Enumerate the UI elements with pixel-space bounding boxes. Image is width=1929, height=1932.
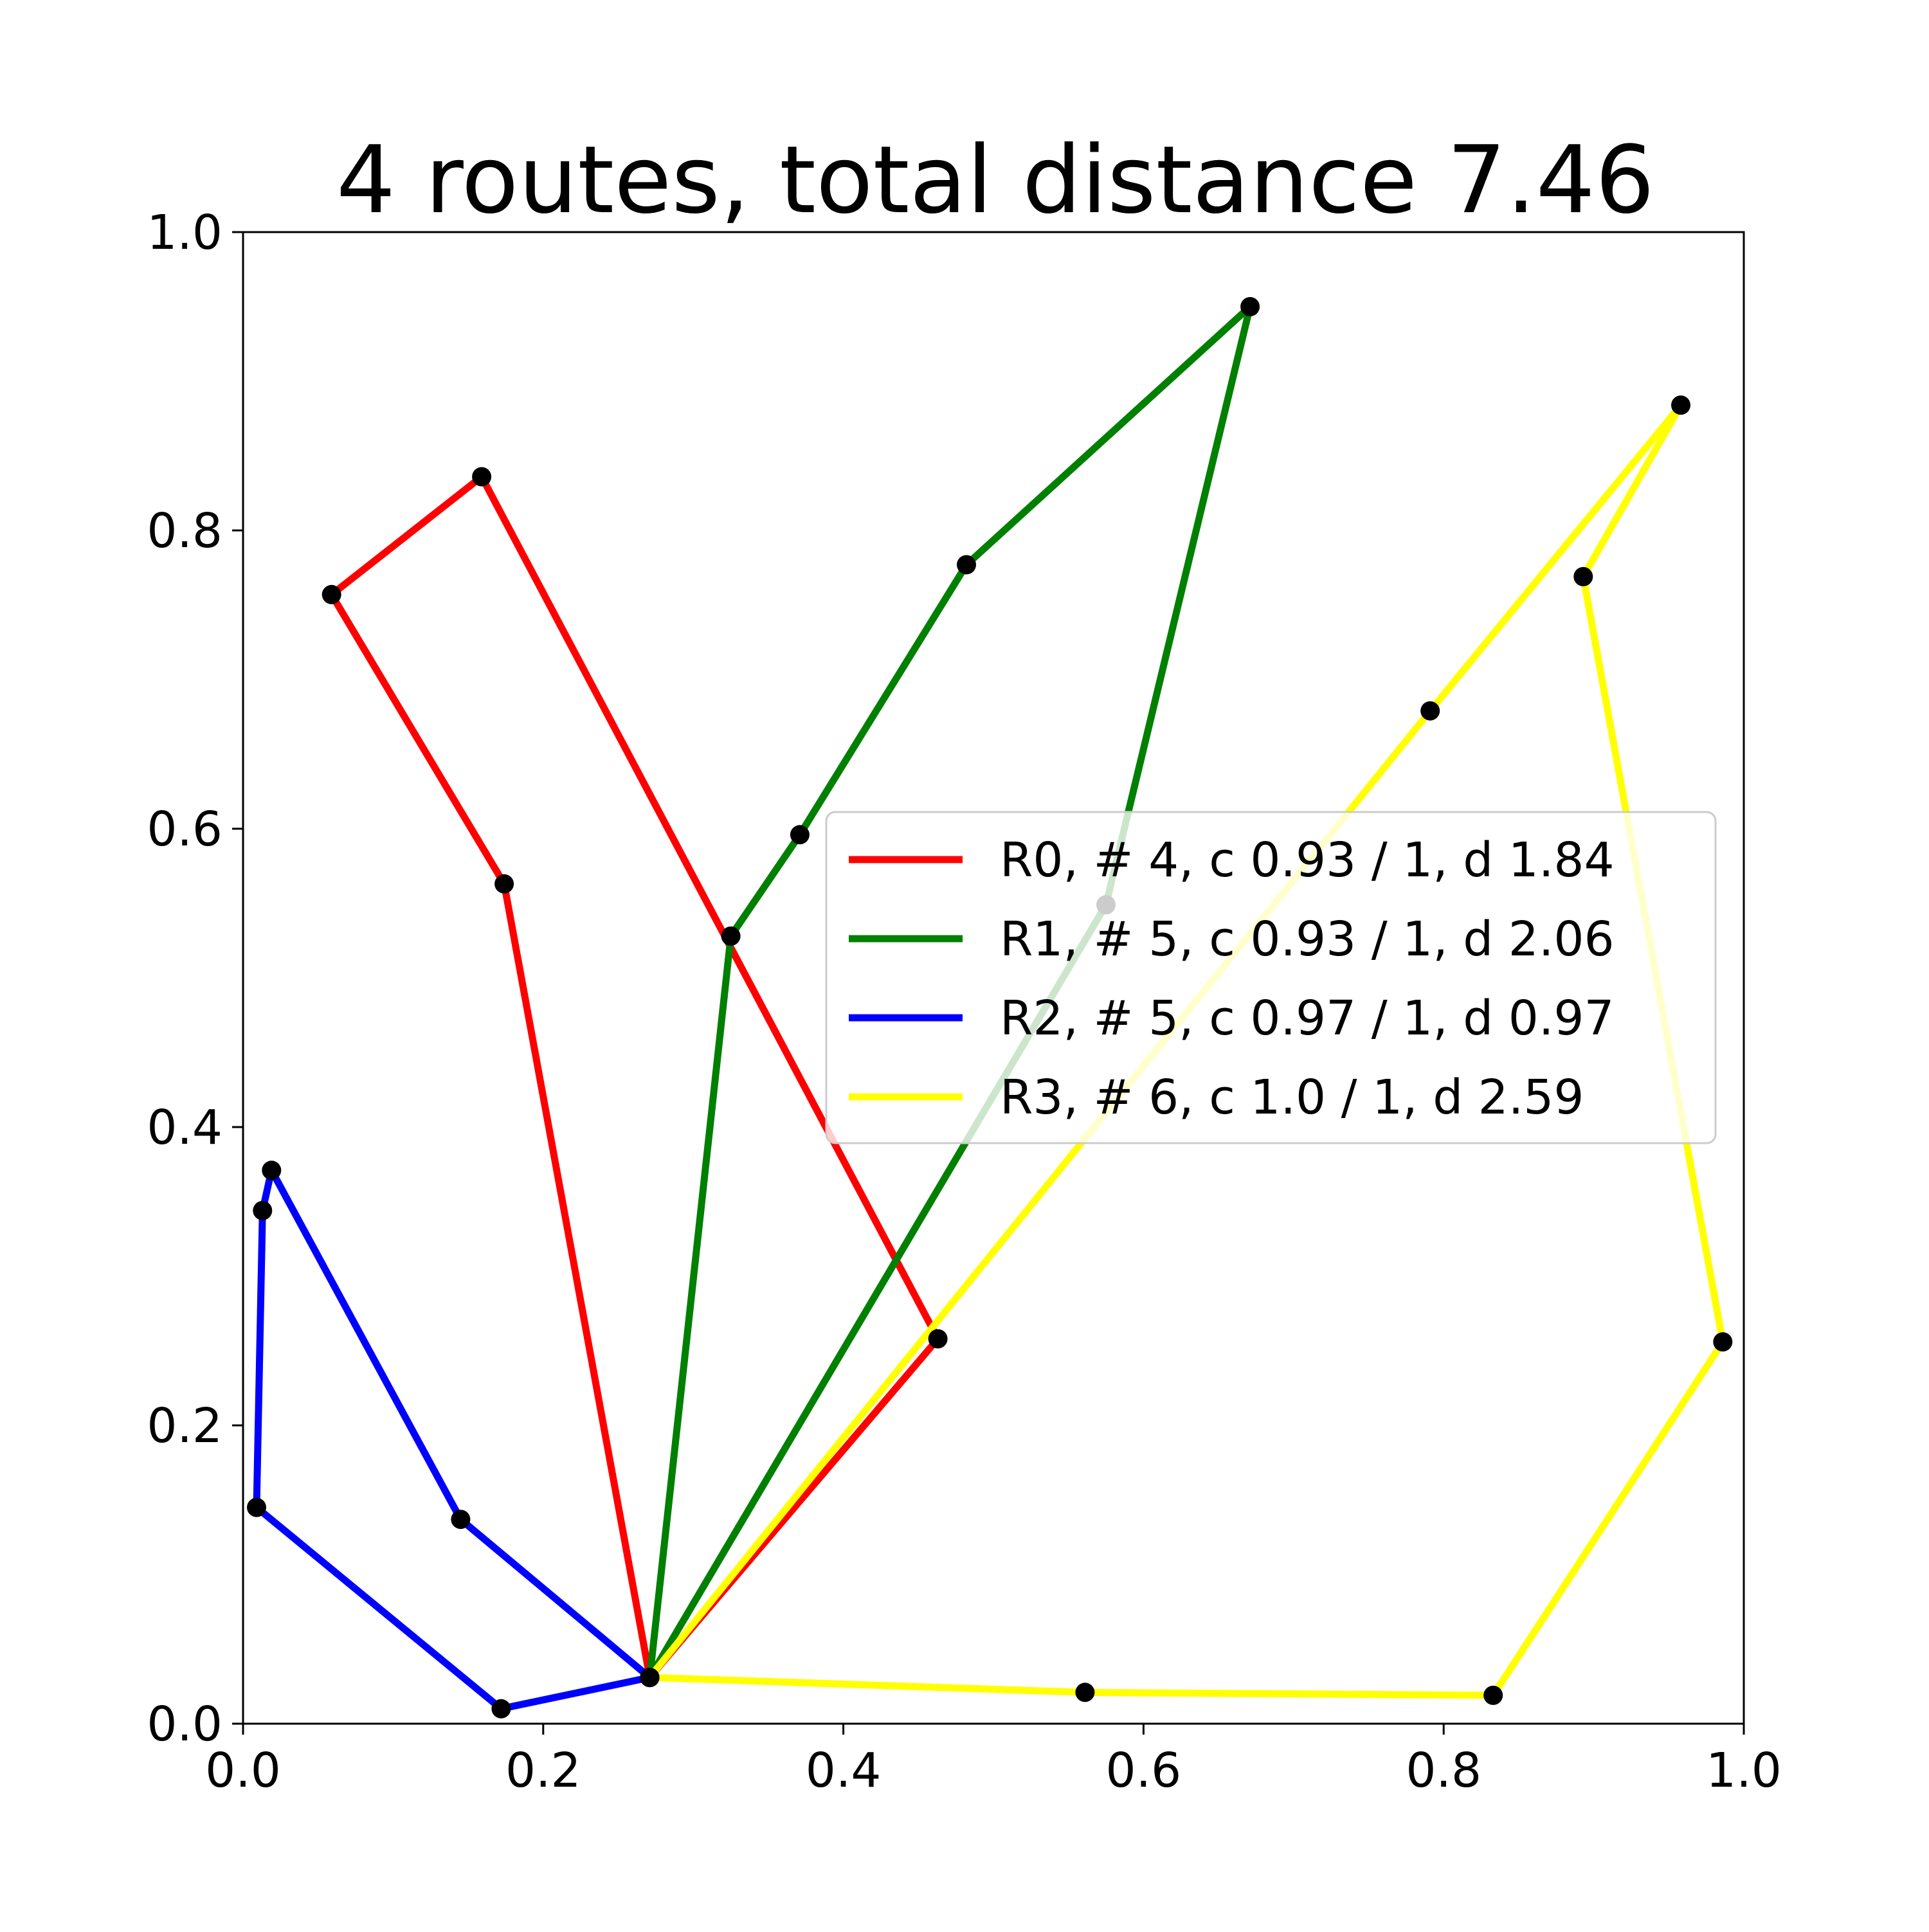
- x-tick-label: 0.8: [1406, 1743, 1481, 1798]
- legend-label-1: R1, # 5, c 0.93 / 1, d 2.06: [1000, 912, 1615, 967]
- x-tick-label: 0.2: [505, 1743, 581, 1798]
- y-tick-label: 1.0: [147, 205, 222, 260]
- stop-markers-layer: [247, 297, 1733, 1719]
- y-axis: 0.0 0.2 0.4 0.6 0.8 1.0: [147, 205, 243, 1752]
- stop-marker-r3-7: [640, 1668, 660, 1688]
- y-tick-label: 0.6: [147, 802, 222, 857]
- legend-label-0: R0, # 4, c 0.93 / 1, d 1.84: [1000, 833, 1615, 888]
- x-axis: 0.0 0.2 0.4 0.6 0.8 1.0: [205, 1724, 1782, 1798]
- legend-label-2: R2, # 5, c 0.97 / 1, d 0.97: [1000, 991, 1615, 1046]
- stop-marker-r2-2: [262, 1160, 282, 1180]
- plot-frame: [242, 231, 1745, 1725]
- stop-marker-r3-6: [1075, 1683, 1095, 1702]
- stop-marker-r0-2: [322, 584, 341, 604]
- stop-marker-r1-1: [721, 926, 741, 946]
- stop-marker-r3-1: [1420, 701, 1440, 721]
- stop-marker-r3-4: [1713, 1332, 1733, 1352]
- x-tick-label: 0.6: [1106, 1743, 1182, 1798]
- stop-marker-r3-2: [1671, 395, 1690, 415]
- stop-marker-r3-5: [1483, 1685, 1503, 1705]
- stop-marker-r2-5: [491, 1699, 511, 1719]
- stop-marker-r1-4: [1240, 297, 1260, 316]
- chart-title: 4 routes, total distance 7.46: [336, 126, 1654, 235]
- route-line-0: [328, 473, 942, 1683]
- x-tick-label: 1.0: [1706, 1743, 1782, 1798]
- y-tick-label: 0.0: [147, 1697, 222, 1752]
- y-tick-label: 0.8: [147, 503, 222, 559]
- stop-marker-r2-4: [247, 1497, 266, 1517]
- stop-marker-r1-3: [957, 555, 976, 575]
- x-tick-label: 0.4: [806, 1743, 882, 1798]
- legend-box: [825, 811, 1717, 1144]
- stop-marker-r0-1: [494, 874, 514, 894]
- legend-label-3: R3, # 6, c 1.0 / 1, d 2.59: [1000, 1070, 1584, 1125]
- stop-marker-r0-4: [928, 1329, 948, 1349]
- stop-marker-r3-3: [1573, 566, 1593, 586]
- stop-marker-r2-3: [253, 1200, 273, 1220]
- stop-marker-r1-2: [790, 825, 810, 845]
- y-tick-label: 0.2: [147, 1398, 222, 1454]
- stop-marker-r2-1: [451, 1510, 471, 1530]
- stop-marker-r0-3: [472, 467, 492, 487]
- y-tick-label: 0.4: [147, 1100, 222, 1155]
- legend: R0, # 4, c 0.93 / 1, d 1.84 R1, # 5, c 0.…: [825, 811, 1717, 1144]
- x-tick-label: 0.0: [205, 1743, 281, 1798]
